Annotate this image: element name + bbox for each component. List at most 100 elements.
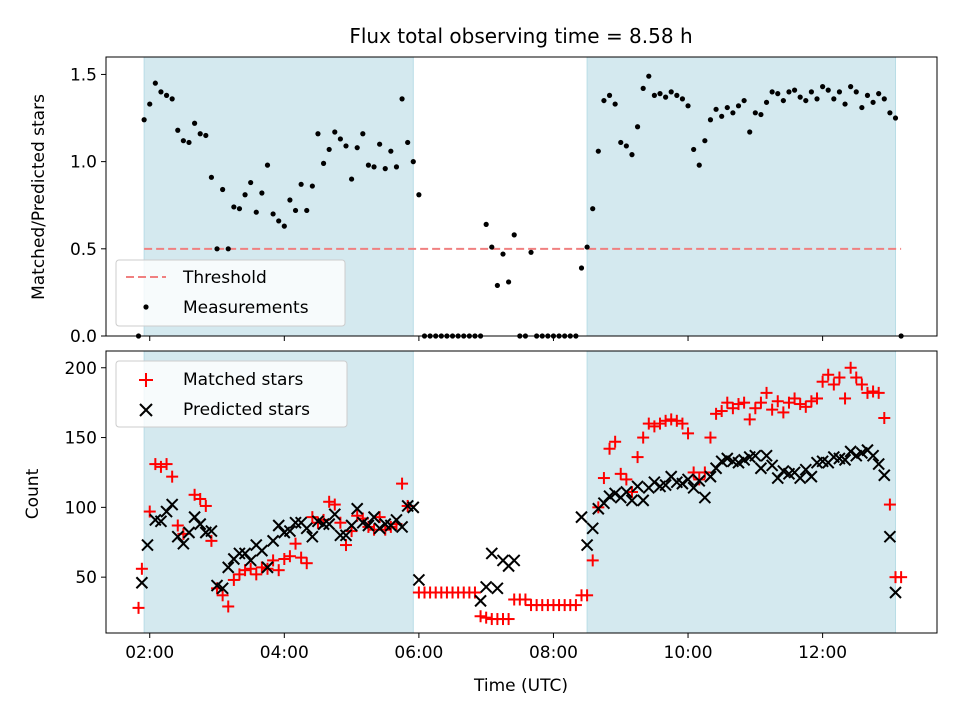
top-y-ticks: 0.0 0.5 1.0 1.5	[70, 65, 106, 347]
legend-predicted-label: Predicted stars	[183, 400, 310, 420]
matched-star-point	[766, 403, 779, 416]
matched-star-point	[799, 400, 812, 413]
matched-star-point	[597, 472, 610, 485]
measurement-point	[377, 141, 383, 147]
predicted-star-point	[328, 508, 341, 521]
matched-star-point	[216, 589, 229, 602]
measurement-point	[629, 152, 635, 158]
matched-star-point	[283, 550, 296, 563]
measurement-point	[304, 207, 310, 214]
matched-star-point	[603, 442, 616, 455]
matched-star-point	[328, 498, 341, 511]
measurement-point	[713, 106, 719, 112]
predicted-star-point	[362, 519, 375, 532]
matched-star-point	[502, 613, 515, 626]
matched-star-point	[278, 553, 291, 566]
measurement-point	[276, 218, 282, 224]
matched-star-point	[754, 396, 767, 409]
matched-star-point	[609, 435, 622, 448]
measurement-point	[365, 162, 372, 168]
matched-star-point	[199, 499, 212, 512]
measurement-point	[623, 143, 629, 149]
measurement-point	[214, 246, 220, 252]
measurement-point	[618, 139, 624, 146]
measurement-point	[163, 92, 170, 98]
x-tick-label: 02:00	[125, 643, 174, 663]
measurement-point	[393, 164, 400, 170]
predicted-star-point	[889, 586, 902, 599]
top-x-ticks	[149, 336, 824, 341]
measurement-point	[225, 246, 231, 252]
measurement-point	[719, 113, 725, 119]
measurement-point	[292, 207, 299, 214]
matched-star-point	[637, 431, 650, 444]
matched-star-point	[670, 414, 683, 427]
predicted-star-point	[300, 522, 313, 535]
predicted-star-point	[141, 538, 154, 552]
measurement-point	[634, 124, 641, 130]
measurement-point	[797, 94, 803, 100]
measurement-point	[730, 110, 736, 116]
x-tick-label: 10:00	[664, 643, 713, 663]
top-y-tick-label: 0.5	[70, 240, 97, 260]
matched-star-point	[132, 601, 145, 614]
predicted-star-point	[575, 510, 588, 524]
matched-star-point	[267, 554, 280, 567]
measurement-point	[578, 265, 585, 271]
predicted-stars-points	[135, 443, 902, 608]
predicted-star-point	[407, 501, 420, 514]
predicted-star-point	[233, 547, 246, 560]
measurement-point	[747, 129, 753, 135]
bottom-y-tick-label: 150	[65, 429, 97, 449]
measurement-point	[685, 103, 691, 109]
predicted-star-point	[244, 554, 257, 567]
predicted-star-point	[793, 471, 807, 485]
predicted-star-point	[261, 561, 274, 574]
measurement-point	[500, 251, 506, 257]
legend-matched-swatch	[139, 373, 153, 387]
matched-star-point	[480, 611, 493, 624]
measurement-point	[769, 89, 775, 95]
predicted-star-point	[216, 582, 229, 595]
measurement-point	[506, 279, 512, 285]
matched-star-point	[239, 564, 252, 577]
predicted-star-point	[491, 582, 504, 595]
x-tick-label: 12:00	[798, 643, 847, 663]
measurement-point	[264, 162, 271, 168]
matched-star-point	[659, 414, 672, 427]
measurement-point	[298, 181, 304, 187]
measurement-point	[758, 111, 764, 118]
measurement-point	[259, 190, 265, 196]
measurement-point	[287, 197, 293, 203]
predicted-star-point	[760, 449, 773, 462]
measurement-point	[707, 117, 714, 123]
matched-star-point	[135, 562, 148, 575]
measurement-point	[208, 174, 215, 180]
matched-star-point	[474, 610, 487, 623]
matched-star-point	[771, 395, 784, 408]
measurement-point	[791, 87, 798, 93]
predicted-star-point	[608, 487, 622, 500]
measurement-point	[309, 183, 315, 189]
chart-title: Flux total observing time = 8.58 h	[349, 24, 692, 48]
matched-star-point	[222, 600, 235, 613]
predicted-star-point	[154, 515, 168, 528]
bottom-y-tick-label: 50	[75, 568, 97, 588]
measurement-point	[141, 117, 147, 123]
matched-star-point	[743, 413, 756, 426]
predicted-star-point	[255, 544, 269, 557]
matched-star-point	[704, 431, 717, 444]
measurement-point	[640, 85, 646, 91]
matched-star-point	[306, 511, 319, 524]
predicted-star-point	[636, 494, 650, 507]
predicted-star-point	[676, 477, 689, 490]
matched-star-point	[665, 413, 678, 426]
measurement-point	[337, 136, 343, 142]
predicted-star-point	[586, 522, 599, 535]
measurement-point	[763, 99, 770, 105]
predicted-star-point	[805, 470, 818, 483]
predicted-star-point	[182, 526, 196, 539]
measurement-point	[371, 164, 377, 170]
matched-star-point	[721, 396, 734, 409]
predicted-star-point	[878, 469, 891, 482]
